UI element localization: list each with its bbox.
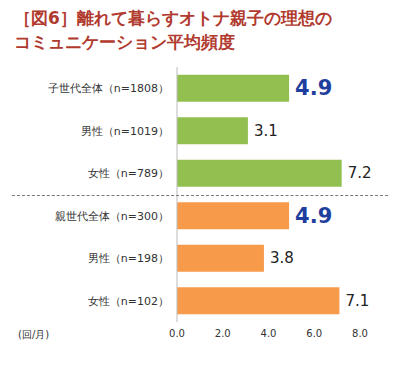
svg-text:子世代全体（n=1808）: 子世代全体（n=1808） (48, 82, 169, 95)
html-text:(回/月): (回/月) (18, 329, 50, 340)
html-text:［図6］離れて暮らすオトナ親子の理想の コミュニケーション平: ［図6］離れて暮らすオトナ親子の理想の コミュニケーション平均頻度 (14, 8, 332, 52)
svg-text:7.2: 7.2 (348, 164, 372, 182)
svg-text:4.9: 4.9 (295, 204, 332, 228)
svg-text:3.8: 3.8 (270, 249, 294, 267)
svg-text:8.0: 8.0 (352, 328, 368, 339)
svg-text:0.0: 0.0 (169, 328, 185, 339)
svg-text:親世代全体（n=300）: 親世代全体（n=300） (55, 210, 169, 223)
svg-text:男性（n=1019）: 男性（n=1019） (81, 125, 169, 138)
svg-text:7.1: 7.1 (345, 292, 369, 310)
svg-text:2.0: 2.0 (215, 328, 231, 339)
svg-text:男性（n=198）: 男性（n=198） (88, 252, 169, 265)
svg-text:3.1: 3.1 (254, 122, 278, 140)
svg-text:女性（n=789）: 女性（n=789） (88, 167, 169, 180)
svg-text:6.0: 6.0 (306, 328, 322, 339)
svg-text:4.0: 4.0 (261, 328, 277, 339)
svg-text:女性（n=102）: 女性（n=102） (88, 295, 169, 308)
svg-text:4.9: 4.9 (295, 76, 332, 100)
